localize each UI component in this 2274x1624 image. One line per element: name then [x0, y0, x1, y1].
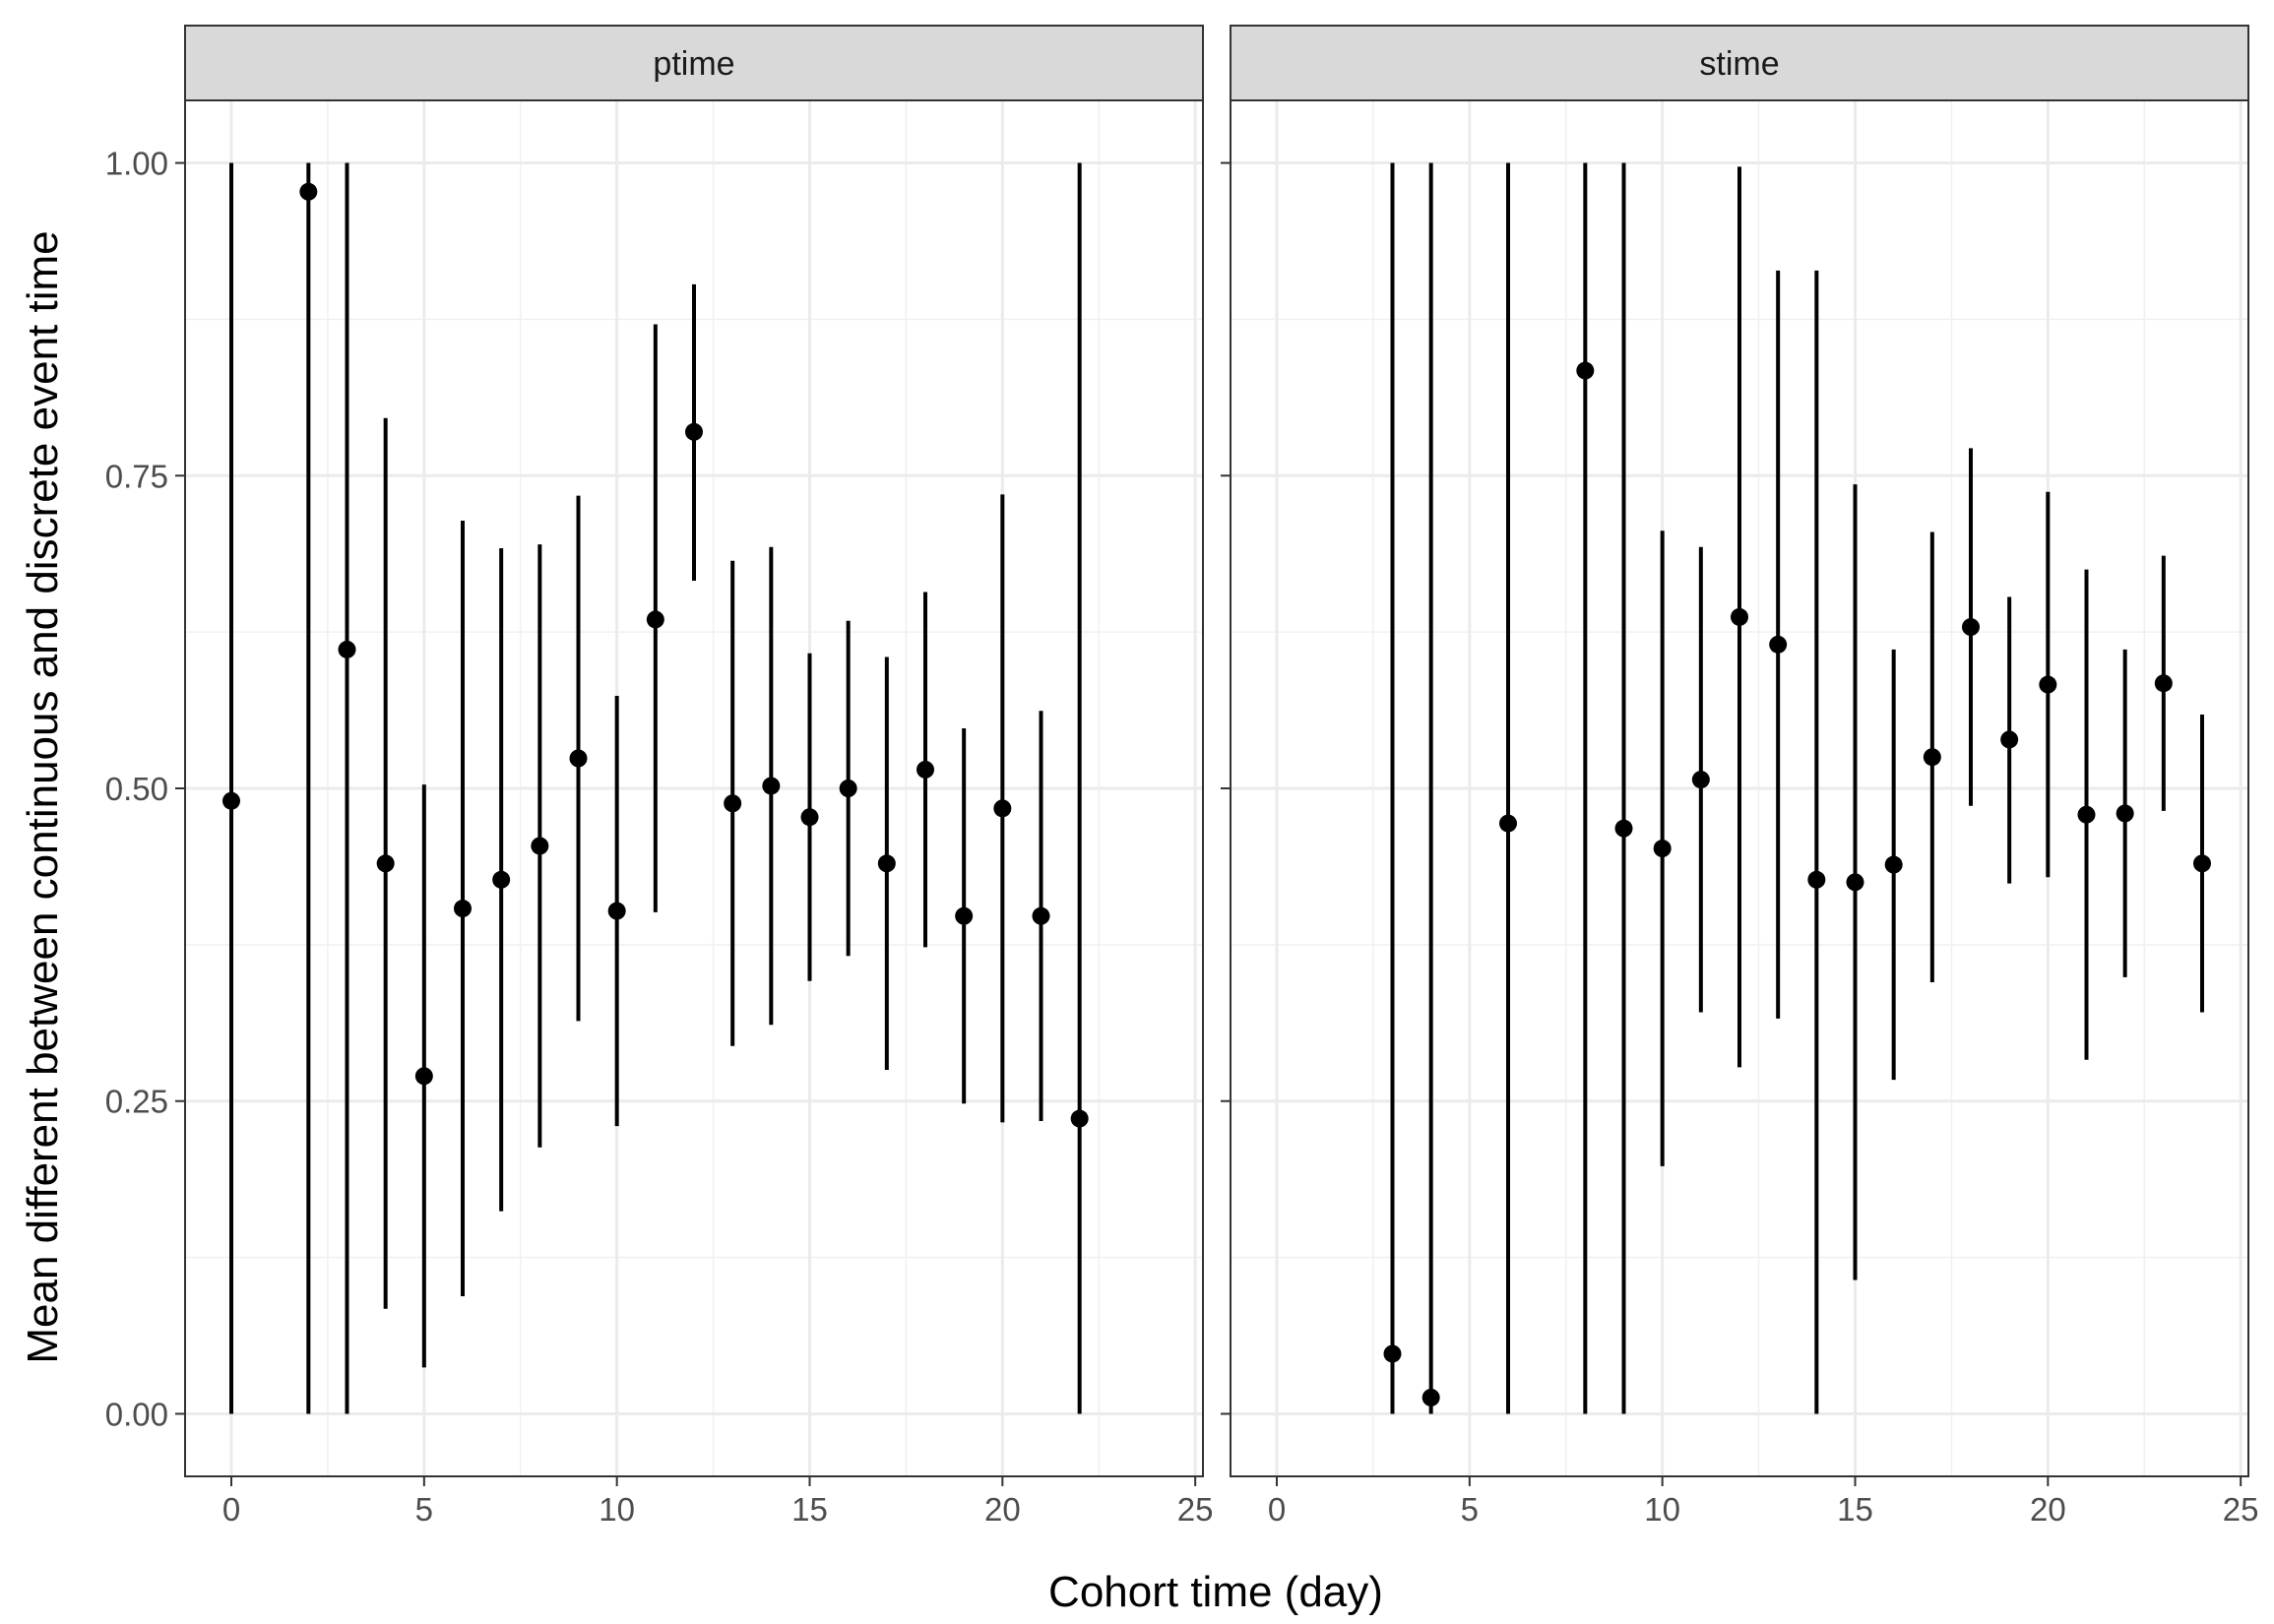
data-point — [1383, 1344, 1402, 1363]
facet-strip — [1230, 25, 2249, 101]
panels: ptime 0 5 10 15 20 25 0.00 0.25 0.50 0.75 1.00 stime… — [105, 25, 2259, 1528]
facet-strip — [184, 25, 1204, 101]
data-point — [1576, 361, 1595, 380]
data-point — [1923, 748, 1941, 767]
y-tick-label: 0.00 — [105, 1396, 168, 1432]
facet-strip-label: stime — [1699, 45, 1779, 83]
data-point — [414, 1067, 433, 1086]
data-point — [2193, 854, 2211, 873]
data-point — [993, 799, 1012, 818]
data-point — [569, 749, 588, 768]
y-tick-label: 0.25 — [105, 1084, 168, 1120]
data-point — [1653, 840, 1672, 858]
data-point — [1499, 814, 1517, 833]
data-point — [2154, 674, 2173, 693]
x-tick-label: 10 — [1644, 1491, 1680, 1528]
facet-panel-stime: stime 0 5 10 15 20 25 — [1221, 25, 2259, 1528]
y-axis-title: Mean different between continuous and di… — [19, 230, 67, 1363]
data-point — [955, 906, 974, 925]
data-point — [2000, 730, 2019, 749]
data-point — [1614, 819, 1633, 838]
data-point — [531, 837, 549, 855]
x-tick-label: 10 — [599, 1491, 635, 1528]
data-point — [800, 808, 819, 827]
data-point — [877, 854, 896, 873]
data-point — [1032, 906, 1050, 925]
x-tick-label: 25 — [1177, 1491, 1214, 1528]
x-tick-label: 5 — [1461, 1491, 1479, 1528]
data-point — [762, 777, 781, 795]
x-tick-label: 0 — [1268, 1491, 1286, 1528]
x-tick-label: 5 — [415, 1491, 433, 1528]
x-tick-label: 15 — [791, 1491, 828, 1528]
data-point — [1421, 1388, 1440, 1406]
y-tick-label: 0.75 — [105, 458, 168, 494]
x-tick-label: 15 — [1837, 1491, 1873, 1528]
data-point — [1807, 870, 1826, 889]
x-tick-label: 20 — [2030, 1491, 2066, 1528]
data-point — [454, 900, 472, 918]
data-point — [1962, 618, 1980, 637]
data-point — [685, 422, 703, 441]
data-point — [1731, 607, 1748, 626]
x-tick-label: 20 — [984, 1491, 1021, 1528]
data-point — [2077, 805, 2096, 824]
y-tick-label: 0.50 — [105, 771, 168, 807]
data-point — [1846, 873, 1864, 892]
y-tick-label: 1.00 — [105, 146, 168, 182]
data-point — [492, 870, 511, 889]
x-tick-label: 0 — [222, 1491, 240, 1528]
x-tick-label: 25 — [2223, 1491, 2259, 1528]
data-point — [2116, 804, 2134, 823]
data-point — [1884, 855, 1903, 874]
data-point — [2039, 675, 2057, 694]
data-point — [607, 902, 626, 920]
data-point — [338, 640, 356, 658]
facet-panel-ptime: ptime 0 5 10 15 20 25 0.00 0.25 0.50 0.75 1.00 — [105, 25, 1214, 1528]
facet-strip-label: ptime — [653, 45, 734, 83]
data-point — [646, 610, 664, 629]
data-point — [1769, 635, 1788, 654]
data-point — [916, 760, 934, 779]
data-point — [376, 854, 395, 873]
data-point — [1070, 1109, 1089, 1128]
data-point — [1691, 771, 1710, 789]
data-point — [299, 182, 318, 201]
data-point — [222, 791, 240, 810]
data-point — [839, 780, 857, 797]
data-point — [724, 794, 742, 813]
x-axis-title: Cohort time (day) — [1048, 1568, 1383, 1616]
